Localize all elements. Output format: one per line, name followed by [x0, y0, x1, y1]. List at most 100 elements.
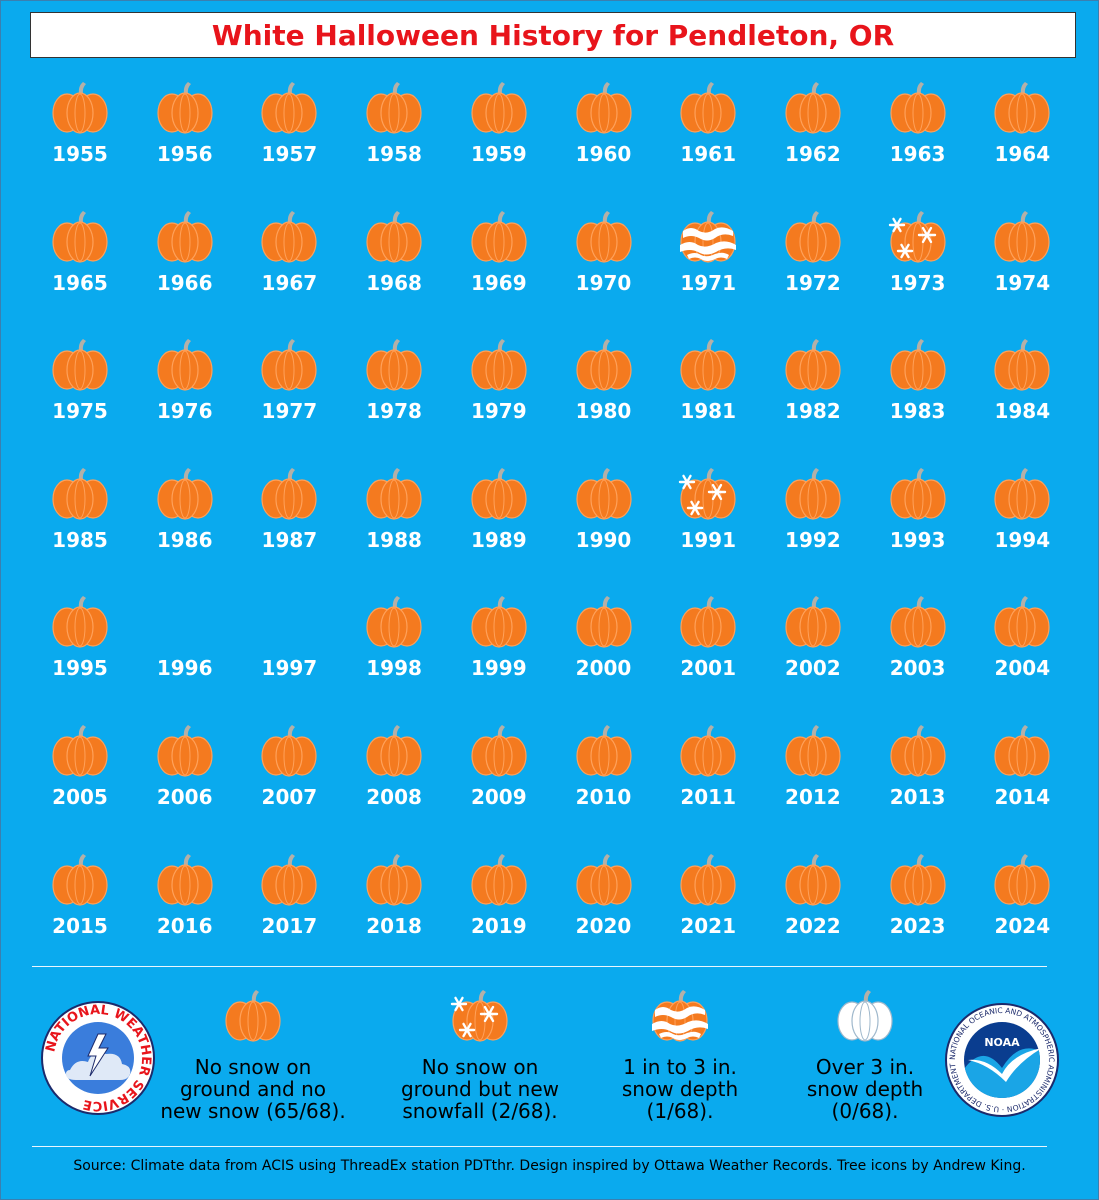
year-label: 1992	[785, 527, 841, 552]
pumpkin-icon	[52, 339, 108, 391]
year-cell-1969: 1969	[447, 209, 551, 319]
legend-pumpkin-icon	[837, 990, 893, 1042]
pumpkin-icon	[785, 596, 841, 648]
year-label: 1968	[366, 270, 422, 295]
pumpkin-icon	[157, 82, 213, 134]
year-label: 1988	[366, 527, 422, 552]
pumpkin-icon	[261, 725, 317, 777]
year-cell-1971: 1971	[656, 209, 760, 319]
year-label: 2023	[889, 913, 946, 938]
year-label: 1977	[261, 399, 318, 424]
pumpkin-icon	[471, 725, 527, 777]
year-label: 2004	[994, 656, 1051, 681]
year-cell-1983: 1983	[866, 337, 970, 447]
year-label: 2003	[889, 656, 946, 681]
pumpkin-icon	[680, 339, 736, 391]
legend-item-none: No snow on ground and no new snow (65/68).	[153, 988, 353, 1122]
pumpkin-icon	[261, 82, 317, 134]
year-label: 2012	[785, 785, 841, 809]
year-cell-1987: 1987	[237, 466, 341, 576]
year-cell-2007: 2007	[237, 723, 341, 833]
year-label: 1973	[889, 270, 946, 295]
pumpkin-icon	[471, 210, 527, 263]
year-label: 1955	[52, 142, 108, 166]
pumpkin-icon	[157, 853, 213, 906]
nws-logo: NATIONAL WEATHER SERVICE	[40, 1000, 156, 1121]
year-label: 1987	[261, 527, 318, 552]
year-cell-2022: 2022	[761, 852, 865, 962]
year-label: 1976	[156, 399, 213, 424]
pumpkin-icon	[366, 596, 422, 648]
legend-text: Over 3 in. snow depth (0/68).	[807, 1056, 923, 1122]
year-label: 2019	[470, 913, 527, 938]
year-label: 2001	[680, 656, 737, 681]
year-label: 2009	[470, 785, 527, 809]
pumpkin-icon	[261, 467, 317, 520]
pumpkin-icon	[157, 467, 213, 520]
legend-line: new snow (65/68).	[160, 1099, 346, 1123]
year-label: 1997	[261, 656, 318, 681]
pumpkin-icon	[52, 596, 108, 648]
year-cell-1981: 1981	[656, 337, 760, 447]
year-label: 2022	[785, 913, 841, 938]
year-cell-1958: 1958	[342, 80, 446, 190]
year-cell-1980: 1980	[552, 337, 656, 447]
pumpkin-icon	[261, 339, 317, 391]
year-cell-2010: 2010	[552, 723, 656, 833]
pumpkin-icon	[366, 210, 422, 263]
year-cell-2017: 2017	[237, 852, 341, 962]
year-cell-2002: 2002	[761, 594, 865, 704]
year-cell-2000: 2000	[552, 594, 656, 704]
year-label: 2005	[52, 785, 108, 809]
year-cell-1977: 1977	[237, 337, 341, 447]
year-cell-1963: 1963	[866, 80, 970, 190]
legend-line: snow depth	[806, 1077, 924, 1101]
year-label: 2013	[889, 785, 946, 809]
year-label: 2002	[785, 656, 841, 681]
legend-line: snowfall (2/68).	[402, 1099, 558, 1123]
year-cell-2005: 2005	[28, 723, 132, 833]
pumpkin-icon	[889, 339, 946, 391]
year-cell-1999: 1999	[447, 594, 551, 704]
year-label: 2018	[366, 913, 422, 938]
year-cell-1973: 1973	[866, 209, 970, 319]
year-label: 1969	[470, 270, 527, 295]
year-cell-1995: 1995	[28, 594, 132, 704]
year-cell-1960: 1960	[552, 80, 656, 190]
year-cell-1975: 1975	[28, 337, 132, 447]
pumpkin-icon	[52, 467, 108, 520]
year-cell-1986: 1986	[133, 466, 237, 576]
pumpkin-icon	[157, 210, 213, 263]
pumpkin-icon	[157, 339, 213, 391]
year-label: 1999	[470, 656, 527, 681]
year-grid: 1955 1956 1957 1958 1959 1960 1961 1962 1963 1964…	[28, 80, 1074, 962]
year-label: 1974	[994, 270, 1051, 295]
year-label: 1956	[156, 142, 213, 166]
year-label: 2010	[575, 785, 632, 809]
pumpkin-icon	[52, 210, 108, 263]
pumpkin-icon	[575, 853, 632, 906]
divider-top	[32, 966, 1047, 967]
year-cell-1989: 1989	[447, 466, 551, 576]
year-cell-1998: 1998	[342, 594, 446, 704]
title-box: White Halloween History for Pendleton, O…	[30, 12, 1076, 58]
year-cell-2023: 2023	[866, 852, 970, 962]
pumpkin-icon	[261, 210, 317, 263]
legend-line: ground but new	[400, 1077, 560, 1101]
pumpkin-icon	[575, 82, 632, 134]
noaa-logo: NOAA NATIONAL OCEANIC AND ATMOSPHERIC AD…	[941, 995, 1060, 1123]
pumpkin-icon	[680, 596, 736, 648]
pumpkin-icon	[889, 467, 946, 520]
year-cell-1957: 1957	[237, 80, 341, 190]
year-label: 1985	[52, 527, 108, 552]
year-label: 1971	[680, 270, 737, 295]
pumpkin-icon	[680, 210, 737, 263]
year-cell-1964: 1964	[970, 80, 1074, 190]
year-cell-1967: 1967	[237, 209, 341, 319]
legend-item-depth_1_3: 1 in to 3 in. snow depth (1/68).	[580, 988, 780, 1122]
legend-line: No snow on	[194, 1055, 312, 1079]
legend-text: No snow on ground and no new snow (65/68).	[160, 1056, 345, 1122]
year-cell-2004: 2004	[970, 594, 1074, 704]
pumpkin-icon	[680, 725, 736, 777]
year-cell-2011: 2011	[656, 723, 760, 833]
